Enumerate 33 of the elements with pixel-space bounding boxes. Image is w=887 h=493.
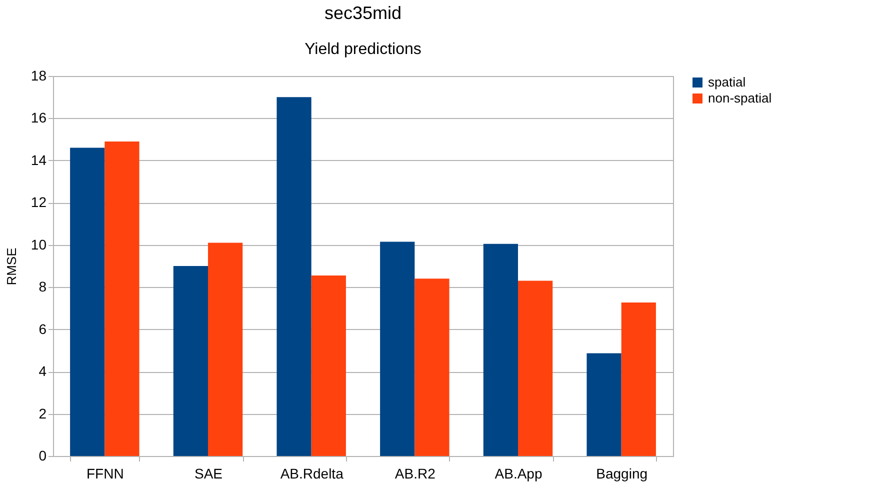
- y-tick-label: 8: [38, 278, 47, 295]
- y-tick-label: 10: [30, 236, 47, 252]
- bar: [173, 266, 208, 456]
- bar: [380, 242, 415, 456]
- x-tick-label: SAE: [194, 466, 223, 482]
- x-tick-label: FFNN: [86, 466, 124, 482]
- y-tick-label: 12: [30, 194, 47, 210]
- y-tick-label: 4: [38, 363, 47, 380]
- bar: [276, 97, 312, 456]
- legend-label: non-spatial: [708, 90, 772, 106]
- legend-label: spatial: [708, 74, 746, 90]
- chart-title: sec35mid: [324, 3, 402, 23]
- chart-subtitle: Yield predictions: [304, 41, 422, 58]
- x-tick-label: AB.App: [494, 466, 542, 482]
- bar: [586, 353, 622, 456]
- y-tick-label: 2: [38, 405, 47, 422]
- bar: [518, 280, 553, 456]
- bar: [414, 278, 450, 456]
- x-tick-label: AB.Rdelta: [280, 466, 344, 482]
- x-tick-label: AB.R2: [394, 466, 436, 482]
- bar: [70, 148, 105, 456]
- bar: [621, 302, 656, 456]
- y-axis-title: RMSE: [4, 247, 19, 286]
- x-tick-label: Bagging: [596, 466, 648, 482]
- bar: [104, 141, 140, 456]
- y-tick-label: 0: [38, 448, 47, 464]
- y-tick-label: 14: [30, 152, 47, 168]
- bar: [311, 276, 346, 456]
- y-tick-label: 16: [30, 110, 47, 126]
- y-tick-label: 18: [30, 68, 47, 84]
- bar: [208, 242, 243, 456]
- y-tick-label: 6: [38, 320, 47, 337]
- bar: [483, 244, 518, 456]
